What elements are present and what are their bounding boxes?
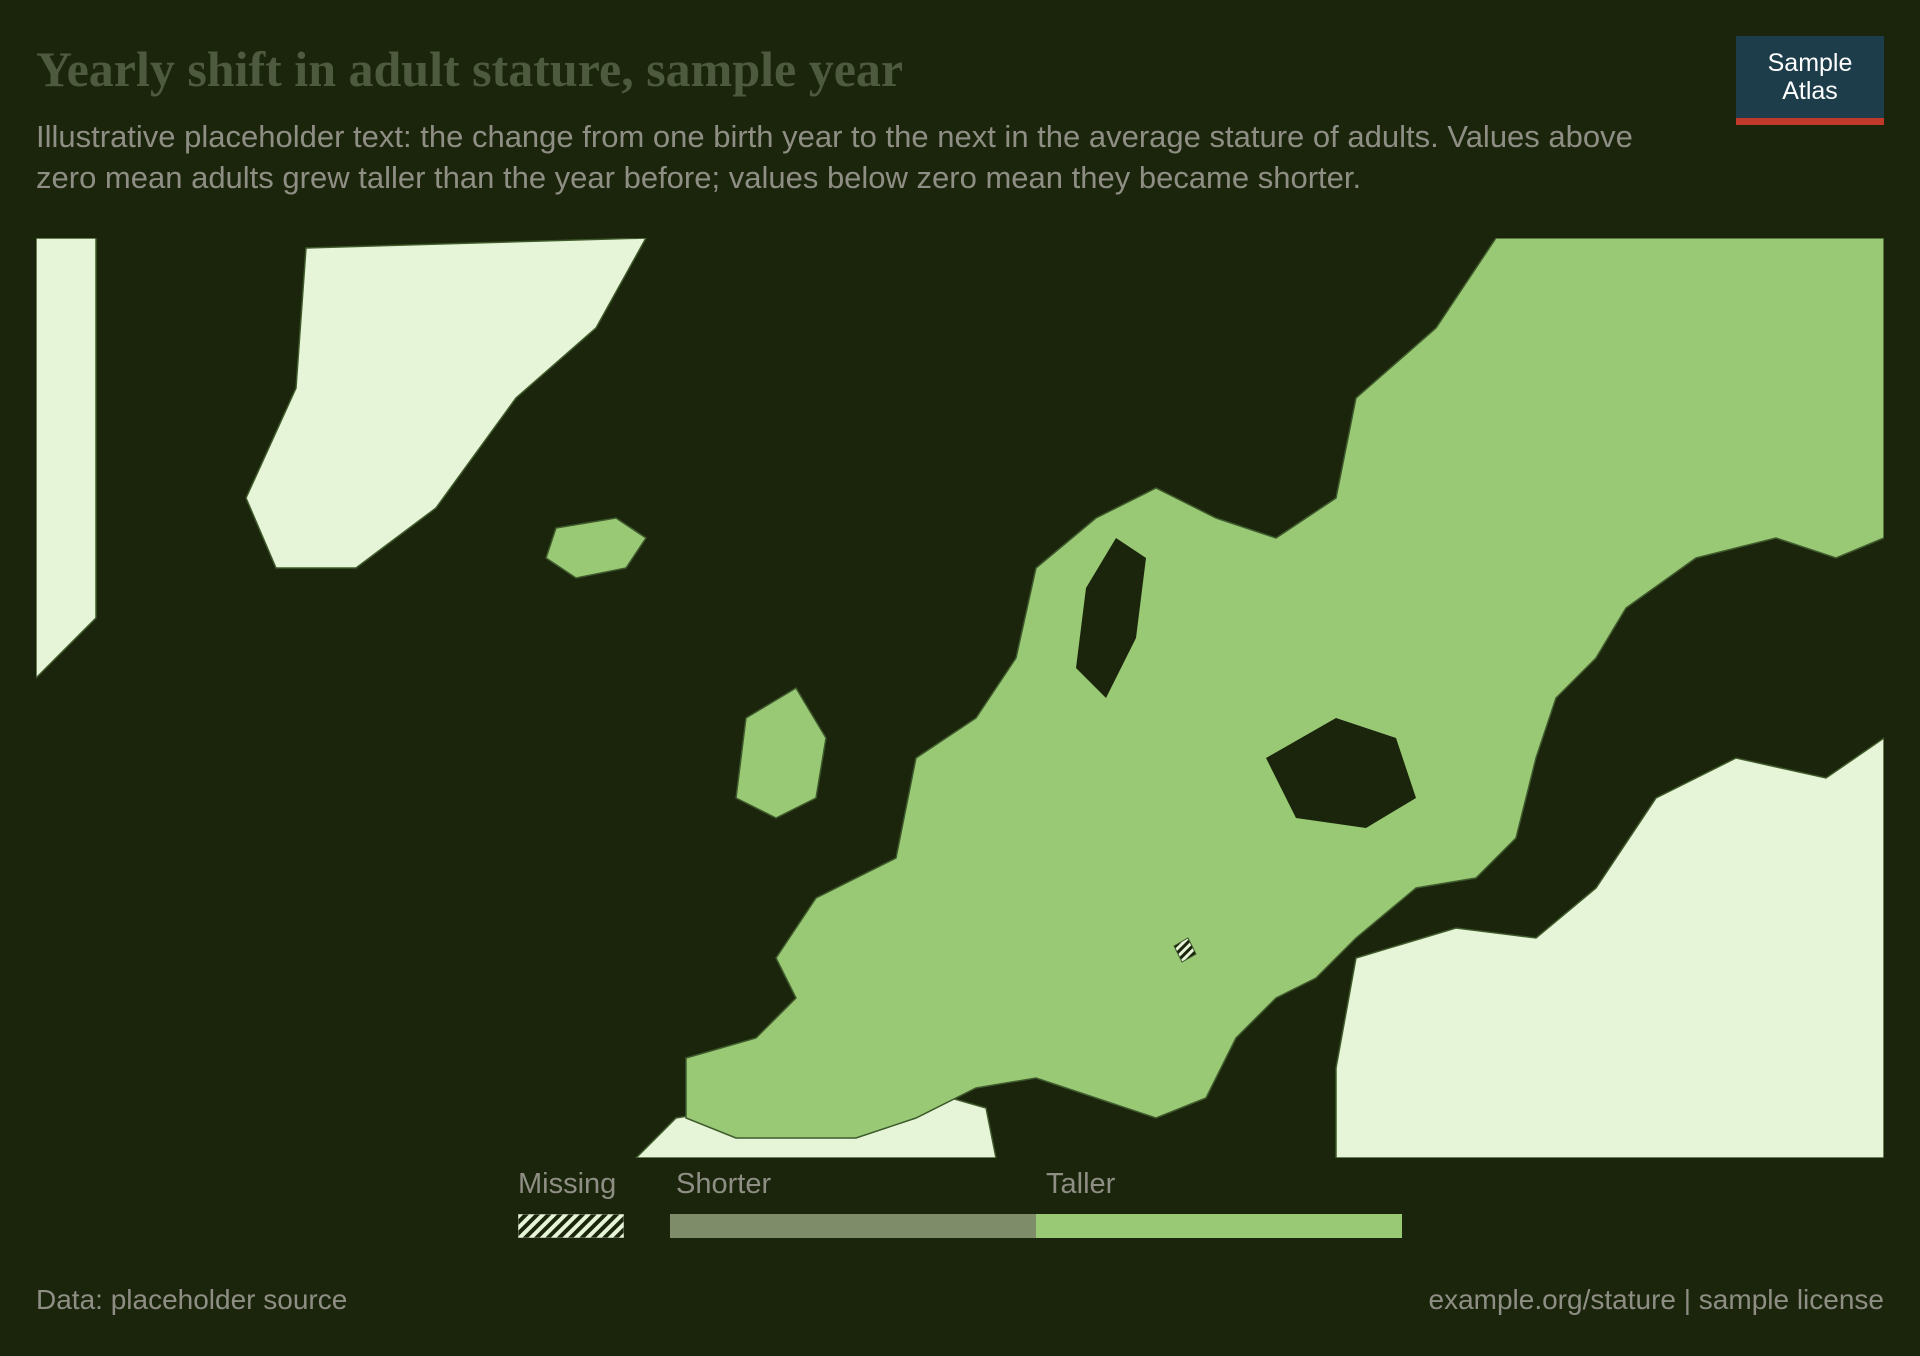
map-region-east-south	[1335, 737, 1884, 1158]
brand-line-1: Sample	[1767, 49, 1853, 77]
brand-line-2: Atlas	[1782, 77, 1838, 105]
map-water-inner-sea	[1266, 718, 1416, 828]
page-subtitle: Illustrative placeholder text: the chang…	[36, 119, 1633, 195]
footer-license[interactable]: example.org/stature | sample license	[1428, 1284, 1885, 1315]
legend-bin-increasing-label: Taller	[1046, 1168, 1116, 1200]
page-title: Yearly shift in adult stature, sample ye…	[36, 41, 904, 97]
legend-bin-decreasing-swatch	[670, 1214, 1036, 1238]
brand-logo[interactable]: Sample Atlas	[1736, 36, 1884, 125]
map-region-main-continent	[685, 238, 1884, 1139]
legend-no-data-label: Missing	[518, 1168, 617, 1200]
map-region-isle	[545, 517, 648, 579]
map-land-outside-dataset	[36, 238, 1884, 1158]
map-region-north-island	[245, 238, 647, 569]
map-land-in-dataset	[545, 238, 1884, 1139]
legend-no-data-swatch	[518, 1214, 624, 1238]
map-region-west-landmass	[36, 238, 97, 680]
footer-source: Data: placeholder source	[36, 1284, 348, 1315]
choropleth-map[interactable]	[36, 238, 1884, 1158]
legend-bin-increasing-swatch	[1036, 1214, 1402, 1238]
map-missing-marker	[1173, 937, 1197, 963]
legend-bin-decreasing-label: Shorter	[676, 1168, 772, 1200]
map-inland-water	[1076, 538, 1416, 828]
map-water-gulf	[1076, 538, 1146, 698]
map-region-archipelago	[735, 686, 827, 819]
legend: Missing Shorter Taller	[518, 1168, 1418, 1248]
